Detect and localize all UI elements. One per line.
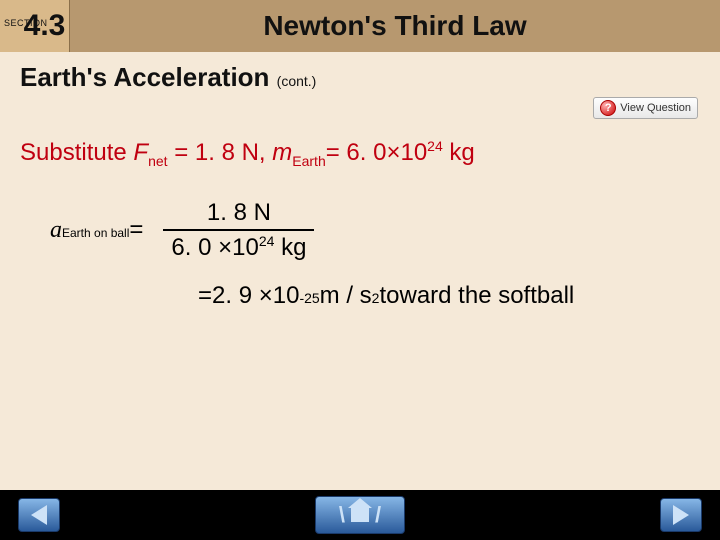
den-unit: kg [274, 234, 306, 261]
section-box: SECTION 4.3 [0, 0, 70, 52]
nav-right-group [660, 498, 702, 532]
view-question-label: View Question [620, 102, 691, 114]
m-unit: kg [443, 139, 475, 166]
arrow-right-icon [673, 505, 689, 525]
header-bar: SECTION 4.3 Newton's Third Law [0, 0, 720, 52]
result-exponent: -25 [299, 290, 319, 306]
substitution-line: Substitute Fnet = 1. 8 N, mEarth= 6. 0×1… [20, 138, 700, 169]
fraction: 1. 8 N 6. 0 ×1024 kg [163, 199, 314, 262]
fraction-denominator: 6. 0 ×1024 kg [163, 229, 314, 262]
subtitle-main: Earth's Acceleration [20, 62, 269, 92]
fraction-numerator: 1. 8 N [199, 199, 279, 229]
footer-nav: \ / [0, 490, 720, 540]
view-question-button[interactable]: ? View Question [593, 97, 698, 119]
home-icon [351, 508, 369, 522]
m-subscript: Earth [292, 153, 325, 169]
den-value: 6. 0 ×10 [171, 234, 258, 261]
subst-prefix: Substitute [20, 139, 133, 166]
equals2: = [198, 282, 212, 310]
den-exponent: 24 [259, 233, 275, 249]
nav-left-group [18, 498, 60, 532]
unit-squared: 2 [372, 290, 380, 306]
home-button[interactable]: \ / [315, 496, 405, 534]
equation-line2: = 2. 9 ×10-25 m / s2 toward the softball [198, 282, 700, 310]
section-label: SECTION [4, 18, 48, 28]
m-exponent: 24 [427, 138, 443, 154]
a-symbol: a [50, 217, 62, 243]
result-unit: m / s [320, 282, 372, 310]
slash-icon: \ [339, 502, 345, 528]
f-subscript: net [148, 153, 167, 169]
m-symbol: m [272, 139, 292, 166]
f-symbol: F [133, 139, 148, 166]
equation-line1: aEarth on ball = 1. 8 N 6. 0 ×1024 kg [50, 199, 700, 262]
slash-icon-2: / [375, 502, 381, 528]
m-value: = 6. 0×10 [326, 139, 427, 166]
result-value: 2. 9 ×10 [212, 282, 299, 310]
f-value: = 1. 8 N, [168, 139, 273, 166]
subtitle: Earth's Acceleration (cont.) [20, 62, 700, 93]
slide-title: Newton's Third Law [70, 0, 720, 52]
next-button[interactable] [660, 498, 702, 532]
a-subscript: Earth on ball [62, 226, 129, 240]
subtitle-cont: (cont.) [277, 73, 317, 89]
prev-button[interactable] [18, 498, 60, 532]
equals-sign: = [129, 216, 143, 244]
content-area: Earth's Acceleration (cont.) ? View Ques… [0, 52, 720, 490]
arrow-left-icon [31, 505, 47, 525]
eq-lhs: aEarth on ball [50, 217, 129, 244]
question-icon: ? [600, 100, 616, 116]
result-direction: toward the softball [379, 282, 574, 310]
